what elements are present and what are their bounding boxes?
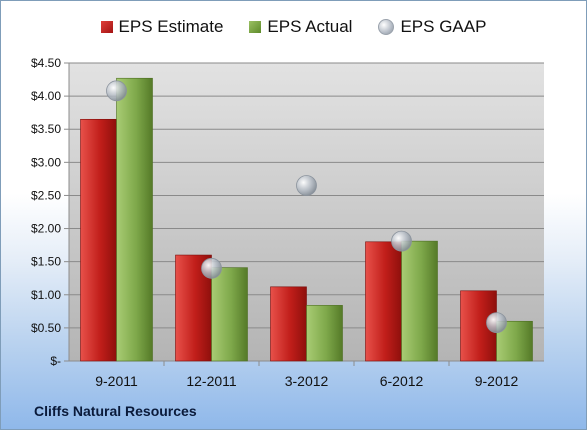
bar-eps-estimate <box>80 118 117 362</box>
bar-eps-estimate <box>365 241 402 362</box>
y-axis-ticks: $- $0.50 $1.00 $1.50 $2.00 $2.50 $3.00 $3.50 $4.… <box>31 56 70 368</box>
y-tick-label: $3.00 <box>31 155 61 169</box>
legend-swatch-estimate <box>100 21 113 33</box>
y-tick-label: $0.50 <box>31 321 61 335</box>
x-axis-ticks: 9-2011 12-2011 3-2012 6-2012 9-2012 <box>95 361 519 389</box>
x-tick-label: 3-2012 <box>285 373 329 389</box>
bar-eps-actual <box>306 305 343 362</box>
y-tick-label: $2.50 <box>31 188 61 202</box>
y-tick-label: $1.00 <box>31 288 61 302</box>
legend-label-gaap: EPS GAAP <box>400 17 487 36</box>
x-tick-label: 9-2012 <box>475 373 519 389</box>
legend-item-estimate: EPS Estimate <box>100 17 224 37</box>
legend-swatch-actual <box>249 21 262 33</box>
marker-eps-gaap <box>391 230 412 252</box>
marker-eps-gaap <box>106 80 127 102</box>
y-tick-label: $1.50 <box>31 255 61 269</box>
y-tick-label: $2.00 <box>31 222 61 236</box>
y-tick-label: $- <box>50 354 61 368</box>
marker-eps-gaap <box>486 312 507 333</box>
bar-eps-actual <box>401 240 438 362</box>
legend-item-gaap: EPS GAAP <box>378 17 486 37</box>
legend-label-actual: EPS Actual <box>267 17 353 36</box>
y-tick-label: $4.00 <box>31 89 61 103</box>
legend-swatch-gaap <box>378 19 395 35</box>
bar-eps-actual <box>116 77 153 362</box>
legend: EPS Estimate EPS Actual EPS GAAP <box>1 17 586 37</box>
legend-item-actual: EPS Actual <box>249 17 352 37</box>
x-tick-label: 6-2012 <box>380 373 424 389</box>
y-tick-label: $3.50 <box>31 122 61 136</box>
legend-label-estimate: EPS Estimate <box>118 17 224 36</box>
x-tick-label: 12-2011 <box>186 373 237 389</box>
marker-eps-gaap <box>201 257 222 279</box>
company-name: Cliffs Natural Resources <box>34 403 197 419</box>
bar-eps-estimate <box>270 286 307 362</box>
x-tick-label: 9-2011 <box>95 373 138 389</box>
marker-eps-gaap <box>296 175 317 196</box>
gaap-markers <box>106 80 507 333</box>
bar-eps-actual <box>211 267 248 362</box>
y-tick-label: $4.50 <box>31 56 61 70</box>
